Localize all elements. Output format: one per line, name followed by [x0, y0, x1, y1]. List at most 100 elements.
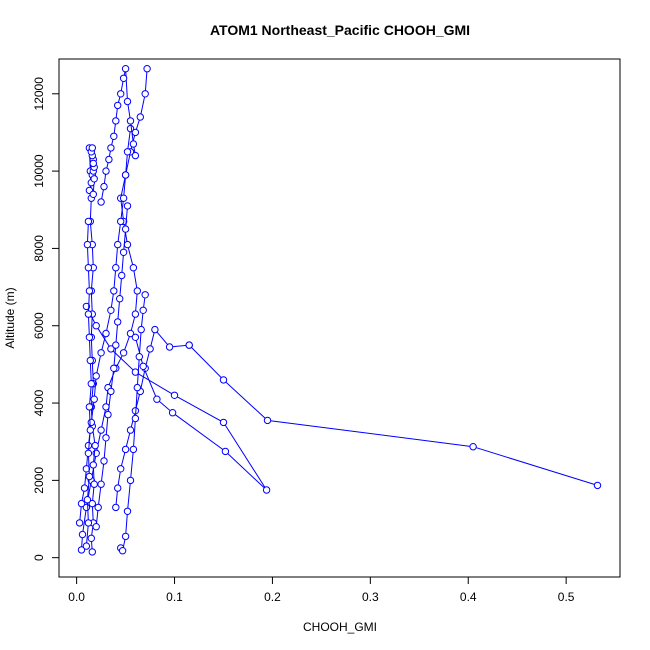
data-point [80, 484, 89, 492]
data-point [129, 264, 138, 272]
data-point [88, 548, 97, 556]
data-point [126, 426, 135, 434]
data-point [90, 175, 98, 183]
data-point [84, 217, 93, 226]
series-7 [92, 202, 132, 531]
data-point [219, 376, 228, 384]
series-5 [82, 302, 271, 494]
y-axis: 0 2000 4000 6000 8000 10000 12000 [32, 77, 60, 561]
data-point [123, 202, 132, 210]
data-point [121, 445, 130, 454]
data-point [151, 325, 159, 334]
data-point [593, 481, 602, 490]
x-tick-label: 0.3 [362, 590, 379, 604]
data-point [112, 264, 120, 272]
data-point [104, 410, 112, 419]
data-point [121, 171, 130, 179]
data-point [141, 90, 149, 98]
series-line [85, 306, 268, 491]
y-tick-label: 4000 [32, 389, 46, 416]
x-axis: 0.0 0.1 0.2 0.3 0.4 0.5 [68, 576, 575, 604]
data-point [133, 287, 142, 295]
data-point [119, 349, 128, 357]
data-point [102, 434, 110, 442]
data-point [107, 144, 115, 152]
data-point [85, 333, 94, 341]
data-point [133, 383, 142, 392]
data-point [123, 148, 132, 156]
data-point [119, 248, 128, 257]
data-point [97, 426, 105, 434]
data-point [105, 155, 113, 164]
data-point [107, 387, 115, 396]
data-point [86, 426, 95, 434]
data-point [121, 225, 130, 233]
data-point [78, 530, 87, 539]
data-point [82, 465, 91, 473]
x-axis-label: CHOOH_GMI [303, 620, 377, 634]
data-point [116, 295, 124, 303]
data-point [85, 287, 94, 295]
data-point [131, 333, 140, 341]
data-point [131, 368, 140, 376]
data-point [131, 151, 140, 160]
data-point [123, 507, 132, 515]
data-point [102, 329, 110, 338]
data-point [90, 395, 98, 403]
data-point [83, 240, 92, 249]
data-point [123, 97, 132, 106]
data-point [85, 403, 94, 411]
data-point [88, 144, 97, 152]
data-point [135, 353, 144, 361]
series-8 [117, 291, 149, 555]
data-point [165, 343, 174, 351]
data-point [126, 329, 135, 338]
data-point [92, 372, 100, 380]
data-point [75, 519, 84, 527]
data-point [84, 449, 93, 457]
data-point [112, 341, 120, 349]
data-point [86, 356, 95, 365]
data-point [85, 472, 94, 481]
data-point [90, 480, 98, 488]
data-point [129, 140, 138, 148]
data-point [469, 443, 477, 451]
data-point [110, 364, 118, 372]
data-point [82, 302, 91, 311]
chart-title: ATOM1 Northeast_Pacific CHOOH_GMI [210, 22, 470, 38]
data-point [119, 74, 128, 83]
data-point [143, 65, 151, 73]
data-point [114, 240, 122, 249]
data-point [97, 349, 105, 357]
x-tick-label: 0.0 [68, 590, 85, 604]
data-point [112, 117, 120, 125]
y-tick-label: 0 [32, 554, 46, 561]
data-point [112, 503, 120, 512]
x-tick-label: 0.5 [558, 590, 575, 604]
data-point [97, 198, 105, 206]
data-point [102, 167, 110, 175]
data-point [77, 546, 86, 554]
data-point [263, 416, 272, 425]
x-tick-label: 0.4 [460, 590, 477, 604]
y-tick-label: 6000 [32, 312, 46, 339]
data-point [221, 447, 230, 456]
data-point [84, 519, 93, 527]
data-point [118, 547, 127, 555]
y-tick-label: 10000 [32, 154, 46, 188]
data-point [84, 310, 93, 318]
series-9 [82, 217, 96, 550]
data-point [114, 101, 122, 110]
data-point [89, 190, 98, 199]
data-point [82, 542, 91, 550]
data-point [126, 117, 135, 125]
data-point [77, 499, 86, 508]
data-point [92, 322, 100, 330]
data-point [119, 194, 128, 202]
x-tick-label: 0.1 [166, 590, 183, 604]
data-point [126, 476, 135, 485]
y-tick-label: 8000 [32, 235, 46, 262]
